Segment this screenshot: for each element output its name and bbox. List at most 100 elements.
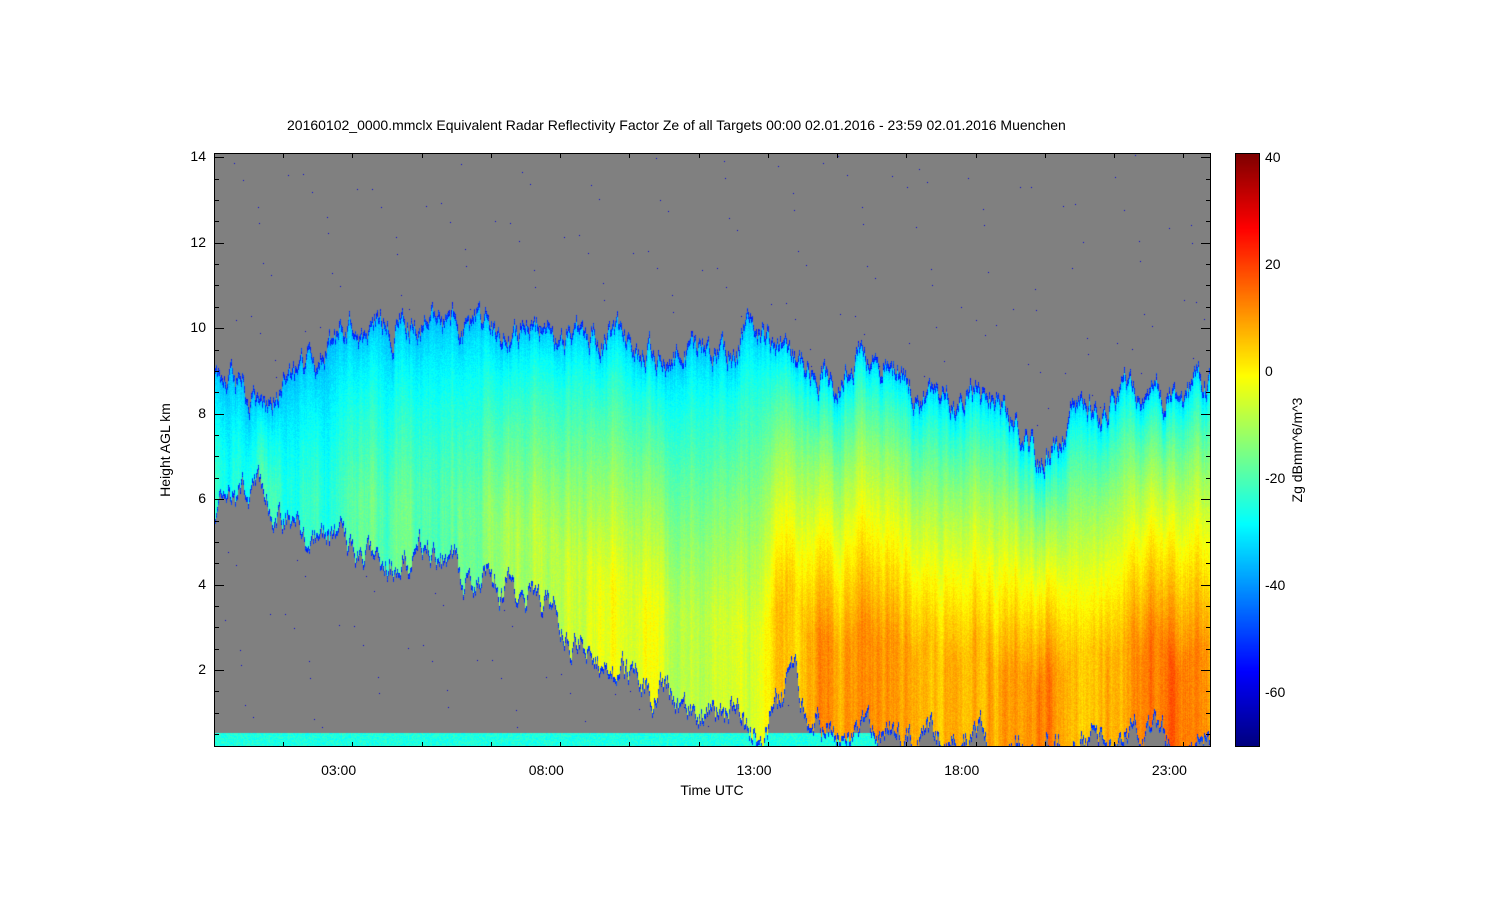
y-tick-right bbox=[1206, 285, 1211, 287]
y-tick-right bbox=[1206, 264, 1211, 266]
x-tick-top bbox=[767, 153, 769, 158]
x-tick bbox=[906, 742, 908, 747]
x-tick-top bbox=[629, 153, 631, 158]
y-tick-label: 8 bbox=[198, 404, 206, 421]
y-tick-right bbox=[1201, 413, 1211, 415]
y-tick bbox=[214, 349, 219, 351]
x-tick bbox=[698, 742, 700, 747]
colorbar-tick-label: 20 bbox=[1265, 256, 1281, 273]
y-tick bbox=[214, 200, 219, 201]
plot-frame bbox=[214, 153, 1211, 747]
y-tick bbox=[214, 734, 219, 736]
y-tick-label: 4 bbox=[198, 575, 206, 592]
y-tick bbox=[214, 584, 224, 586]
colorbar-title: Zg dBmm^6/m^3 bbox=[1289, 397, 1305, 503]
reflectivity-heatmap bbox=[215, 154, 1210, 746]
x-tick bbox=[352, 742, 354, 747]
y-tick-label: 12 bbox=[190, 233, 206, 250]
y-tick bbox=[214, 157, 224, 159]
y-tick-label: 10 bbox=[190, 319, 206, 336]
y-tick-right bbox=[1206, 370, 1211, 372]
y-tick-right bbox=[1201, 584, 1211, 586]
y-tick-right bbox=[1201, 242, 1211, 244]
y-tick bbox=[214, 435, 219, 437]
y-tick bbox=[214, 264, 219, 266]
x-tick-top bbox=[975, 153, 977, 158]
y-tick-right bbox=[1206, 734, 1211, 736]
x-tick bbox=[283, 742, 285, 747]
y-tick bbox=[214, 392, 219, 394]
y-tick bbox=[214, 178, 219, 180]
y-tick-label: 2 bbox=[198, 661, 206, 678]
x-tick-label: 18:00 bbox=[944, 762, 980, 778]
y-tick bbox=[214, 541, 219, 543]
y-axis-title: Height AGL km bbox=[157, 403, 173, 497]
x-tick bbox=[629, 742, 631, 747]
y-tick-right bbox=[1201, 499, 1211, 501]
x-tick bbox=[560, 742, 562, 747]
y-tick-right bbox=[1206, 563, 1211, 565]
y-tick bbox=[214, 456, 219, 458]
x-tick-label: 23:00 bbox=[1151, 762, 1187, 778]
y-tick-right bbox=[1206, 221, 1211, 223]
y-tick bbox=[214, 670, 224, 672]
x-tick-top bbox=[1183, 153, 1185, 158]
colorbar-tick-label: -20 bbox=[1265, 470, 1286, 487]
y-tick-right bbox=[1206, 200, 1211, 201]
x-tick-top bbox=[698, 153, 700, 158]
y-tick bbox=[214, 627, 219, 629]
x-tick-top bbox=[837, 153, 839, 158]
y-tick-right bbox=[1206, 456, 1211, 458]
y-tick bbox=[214, 520, 219, 522]
y-tick-right bbox=[1201, 157, 1211, 159]
y-tick-label: 14 bbox=[190, 148, 206, 165]
y-tick bbox=[214, 648, 219, 650]
x-tick bbox=[767, 742, 769, 747]
y-tick-right bbox=[1206, 712, 1211, 714]
y-tick-right bbox=[1206, 605, 1211, 607]
x-tick-top bbox=[283, 153, 285, 158]
x-tick-label: 08:00 bbox=[528, 762, 564, 778]
y-tick bbox=[214, 499, 224, 501]
x-tick bbox=[1044, 742, 1046, 747]
x-tick-top bbox=[421, 153, 423, 158]
x-tick-top bbox=[1114, 153, 1116, 158]
x-tick bbox=[837, 742, 839, 747]
y-tick-label: 6 bbox=[198, 490, 206, 507]
y-tick bbox=[214, 413, 224, 415]
x-tick bbox=[421, 742, 423, 747]
y-tick-right bbox=[1206, 541, 1211, 543]
colorbar-tick-label: -60 bbox=[1265, 684, 1286, 701]
x-tick-top bbox=[560, 153, 562, 158]
y-tick bbox=[214, 370, 219, 372]
colorbar-tick-label: -40 bbox=[1265, 577, 1286, 594]
colorbar-tick-label: 40 bbox=[1265, 149, 1281, 166]
y-tick-right bbox=[1206, 306, 1211, 308]
y-tick bbox=[214, 328, 224, 330]
colorbar bbox=[1235, 153, 1260, 747]
y-tick bbox=[214, 605, 219, 607]
y-tick-right bbox=[1201, 328, 1211, 330]
x-tick-top bbox=[490, 153, 492, 158]
y-tick bbox=[214, 306, 219, 308]
y-tick-right bbox=[1206, 648, 1211, 650]
x-tick-label: 13:00 bbox=[736, 762, 772, 778]
x-tick-top bbox=[906, 153, 908, 158]
y-tick bbox=[214, 221, 219, 223]
y-tick bbox=[214, 712, 219, 714]
x-tick-label: 03:00 bbox=[321, 762, 357, 778]
y-tick-right bbox=[1206, 435, 1211, 437]
y-tick-right bbox=[1206, 691, 1211, 693]
y-tick-right bbox=[1201, 670, 1211, 672]
y-tick-right bbox=[1206, 392, 1211, 394]
x-tick bbox=[490, 742, 492, 747]
colorbar-tick-label: 0 bbox=[1265, 363, 1273, 380]
y-tick-right bbox=[1206, 349, 1211, 351]
y-tick-right bbox=[1206, 627, 1211, 629]
y-tick-right bbox=[1206, 520, 1211, 522]
x-tick-top bbox=[1044, 153, 1046, 158]
y-tick bbox=[214, 563, 219, 565]
x-tick bbox=[975, 742, 977, 747]
y-tick bbox=[214, 477, 219, 479]
